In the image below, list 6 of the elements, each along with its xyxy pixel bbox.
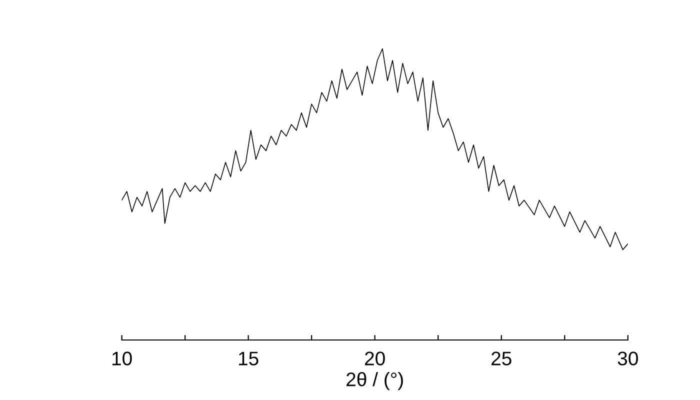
x-tick-label: 20	[365, 352, 385, 366]
x-tick-label: 10	[112, 352, 132, 366]
x-tick-label: 30	[618, 352, 638, 366]
x-tick-label: 25	[492, 352, 512, 366]
x-axis-title: 2θ / (°)	[346, 372, 403, 390]
x-tick-label: 15	[238, 352, 258, 366]
